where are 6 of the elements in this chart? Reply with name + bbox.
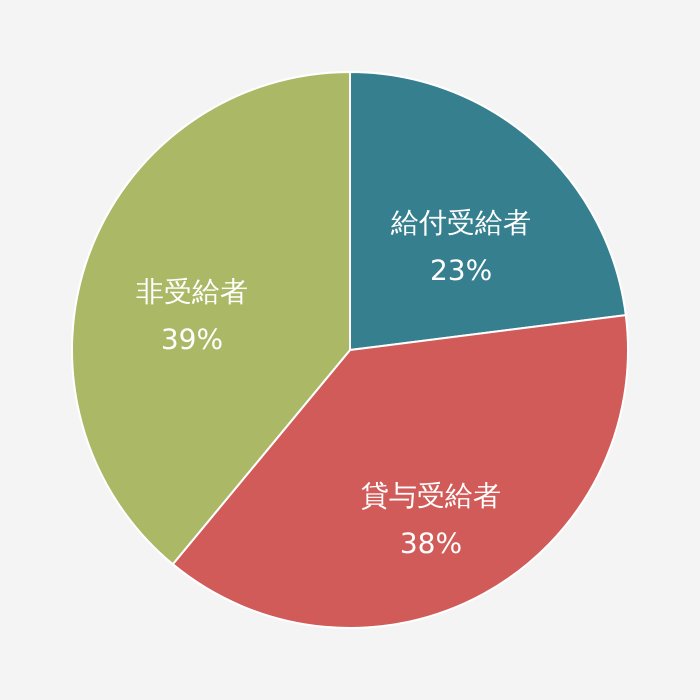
data-label: 23% [430, 254, 492, 287]
slice-label: 貸与受給者 [360, 479, 501, 512]
data-label: 38% [400, 527, 462, 560]
slice-label: 非受給者 [136, 275, 248, 308]
slice-label: 給付受給者 [390, 206, 532, 239]
data-label: 39% [160, 323, 224, 356]
